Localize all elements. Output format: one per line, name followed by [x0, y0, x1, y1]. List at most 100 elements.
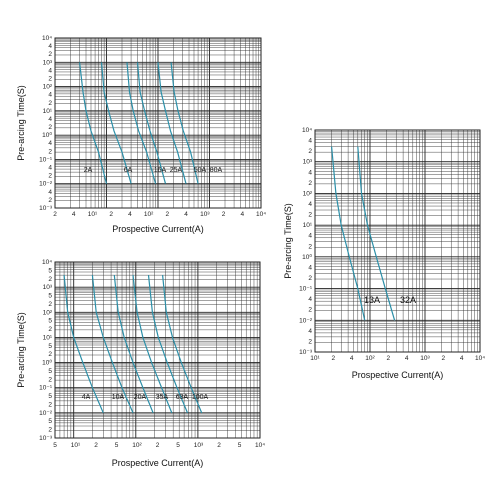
x-tick-label: 5	[115, 442, 119, 449]
x-tick-label: 4	[72, 211, 76, 218]
y-tick-label: 4	[308, 328, 312, 335]
x-tick-label: 2	[217, 442, 221, 449]
y-tick-label: 2	[48, 276, 52, 283]
x-tick-label: 10⁴	[256, 211, 266, 218]
curve-50A	[157, 62, 187, 184]
curve-80A	[170, 62, 199, 184]
x-tick-label: 4	[350, 355, 354, 362]
y-tick-label: 10⁻³	[39, 435, 53, 442]
y-tick-label: 10¹	[303, 222, 313, 229]
y-tick-label: 10⁻¹	[39, 156, 53, 163]
curve-label-6A: 6A	[124, 167, 133, 174]
y-tick-label: 2	[308, 275, 312, 282]
y-tick-label: 2	[48, 301, 52, 308]
y-tick-label: 10⁰	[42, 359, 52, 367]
curve-35A	[132, 275, 173, 414]
curve-4A	[63, 275, 104, 414]
y-tick-label: 5	[48, 343, 52, 350]
curve-2A	[79, 62, 108, 184]
y-tick-label: 2	[308, 243, 312, 250]
y-tick-label: 4	[308, 264, 312, 271]
y-tick-label: 2	[48, 100, 52, 107]
x-tick-label: 10¹	[71, 442, 81, 449]
x-tick-label: 2	[109, 211, 113, 218]
y-tick-label: 5	[48, 267, 52, 274]
x-axis-title: Prospective Current(A)	[352, 370, 444, 380]
curve-label-63A: 63A	[176, 394, 189, 401]
y-tick-label: 5	[48, 368, 52, 375]
y-tick-label: 2	[308, 212, 312, 219]
y-tick-label: 10²	[43, 309, 53, 316]
x-tick-label: 10⁴	[475, 355, 485, 362]
grid	[314, 130, 480, 353]
y-tick-label: 2	[48, 51, 52, 58]
y-tick-label: 2	[48, 148, 52, 155]
curve-label-10A: 10A	[112, 394, 125, 401]
curve-label-25A: 25A	[170, 167, 183, 174]
y-tick-label: 10⁴	[302, 127, 312, 134]
y-axis-title: Pre-arcing Time(S)	[16, 312, 26, 388]
x-tick-label: 4	[405, 355, 409, 362]
y-tick-label: 10⁻³	[299, 349, 313, 356]
x-tick-label: 4	[460, 355, 464, 362]
y-tick-label: 2	[308, 307, 312, 314]
plot-frame	[54, 37, 262, 209]
y-tick-label: 4	[48, 43, 52, 50]
curve-25A	[136, 62, 167, 184]
y-tick-label: 10⁻²	[299, 317, 313, 324]
x-axis-title: Prospective Current(A)	[112, 224, 204, 234]
plot-frame	[54, 261, 261, 439]
y-tick-label: 4	[48, 165, 52, 172]
y-tick-label: 10⁻²	[39, 181, 53, 188]
y-tick-label: 10⁻¹	[299, 286, 313, 293]
x-tick-label: 5	[53, 442, 57, 449]
y-tick-label: 2	[48, 124, 52, 131]
curve-label-13A: 13A	[364, 295, 380, 305]
y-axis-title: Pre-arcing Time(S)	[283, 203, 293, 279]
y-tick-label: 2	[308, 180, 312, 187]
y-tick-label: 4	[48, 140, 52, 147]
curve-32A	[357, 146, 396, 321]
x-tick-label: 10²	[365, 355, 375, 362]
x-tick-label: 2	[166, 211, 170, 218]
x-tick-label: 2	[222, 211, 226, 218]
y-tick-label: 2	[48, 75, 52, 82]
x-tick-label: 4	[184, 211, 188, 218]
y-tick-label: 5	[48, 293, 52, 300]
curve-16A	[126, 62, 157, 184]
y-tick-label: 10³	[43, 284, 53, 291]
curve-label-35A: 35A	[156, 394, 169, 401]
y-axis-title: Pre-arcing Time(S)	[16, 85, 26, 161]
curve-label-20A: 20A	[134, 394, 147, 401]
y-tick-label: 10³	[43, 59, 53, 66]
y-tick-label: 4	[48, 67, 52, 74]
curve-100A	[162, 275, 203, 414]
y-tick-label: 10⁻¹	[39, 385, 53, 392]
curve-20A	[113, 275, 154, 414]
y-tick-label: 2	[308, 148, 312, 155]
y-tick-label: 4	[48, 116, 52, 123]
x-tick-label: 4	[240, 211, 244, 218]
grid	[54, 262, 260, 439]
curve-10A	[91, 275, 134, 414]
curve-6A	[100, 62, 132, 184]
chart-right: 13A 32A 10¹ 2 4 10² 2 4 10³ 2 4 10⁴ 10⁴ 4 2 10³ 4 2 10² 4 2 1…	[283, 127, 485, 380]
grid	[54, 38, 261, 209]
x-tick-label: 2	[387, 355, 391, 362]
y-tick-label: 5	[48, 418, 52, 425]
curve-label-4A: 4A	[82, 394, 91, 401]
x-tick-label: 2	[53, 211, 57, 218]
plot-frame	[314, 129, 481, 353]
y-tick-label: 2	[48, 427, 52, 434]
y-tick-label: 10⁴	[42, 35, 52, 42]
y-tick-label: 4	[48, 189, 52, 196]
y-tick-label: 2	[48, 173, 52, 180]
x-tick-label: 10²	[144, 211, 154, 218]
y-tick-label: 4	[308, 233, 312, 240]
y-tick-label: 10⁻³	[39, 205, 53, 212]
x-tick-label: 2	[442, 355, 446, 362]
x-tick-label: 10³	[194, 442, 204, 449]
